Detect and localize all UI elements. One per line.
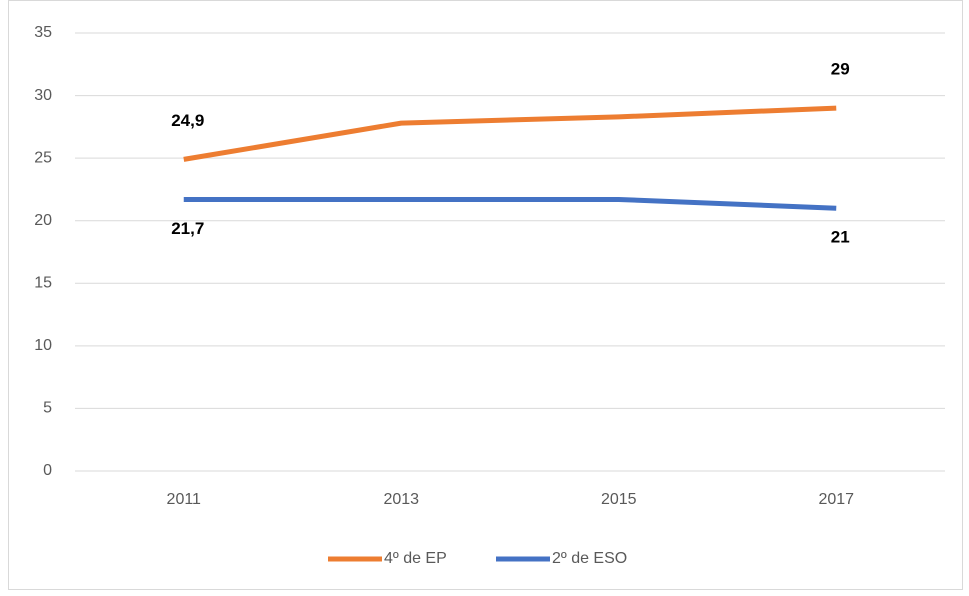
series-line bbox=[183, 105, 837, 162]
y-tick-label: 10 bbox=[34, 337, 52, 354]
x-tick-label: 2011 bbox=[167, 491, 202, 508]
data-label: 21,7 bbox=[171, 219, 204, 238]
chart-border bbox=[8, 0, 963, 590]
data-label: 21 bbox=[831, 228, 850, 247]
y-tick-label: 35 bbox=[34, 24, 52, 41]
x-tick-label: 2015 bbox=[601, 491, 637, 508]
x-tick-label: 2017 bbox=[818, 491, 854, 508]
series-line bbox=[183, 196, 837, 211]
x-tick-label: 2013 bbox=[383, 491, 419, 508]
legend-label: 2º de ESO bbox=[552, 550, 627, 567]
y-tick-label: 30 bbox=[34, 87, 52, 104]
data-label: 29 bbox=[831, 60, 850, 79]
data-label: 24,9 bbox=[171, 111, 204, 130]
y-tick-label: 25 bbox=[34, 149, 52, 166]
y-tick-label: 15 bbox=[34, 275, 52, 292]
legend-label: 4º de EP bbox=[384, 550, 447, 567]
y-tick-label: 20 bbox=[34, 212, 52, 229]
y-tick-label: 5 bbox=[43, 400, 52, 417]
y-tick-label: 0 bbox=[43, 462, 52, 479]
